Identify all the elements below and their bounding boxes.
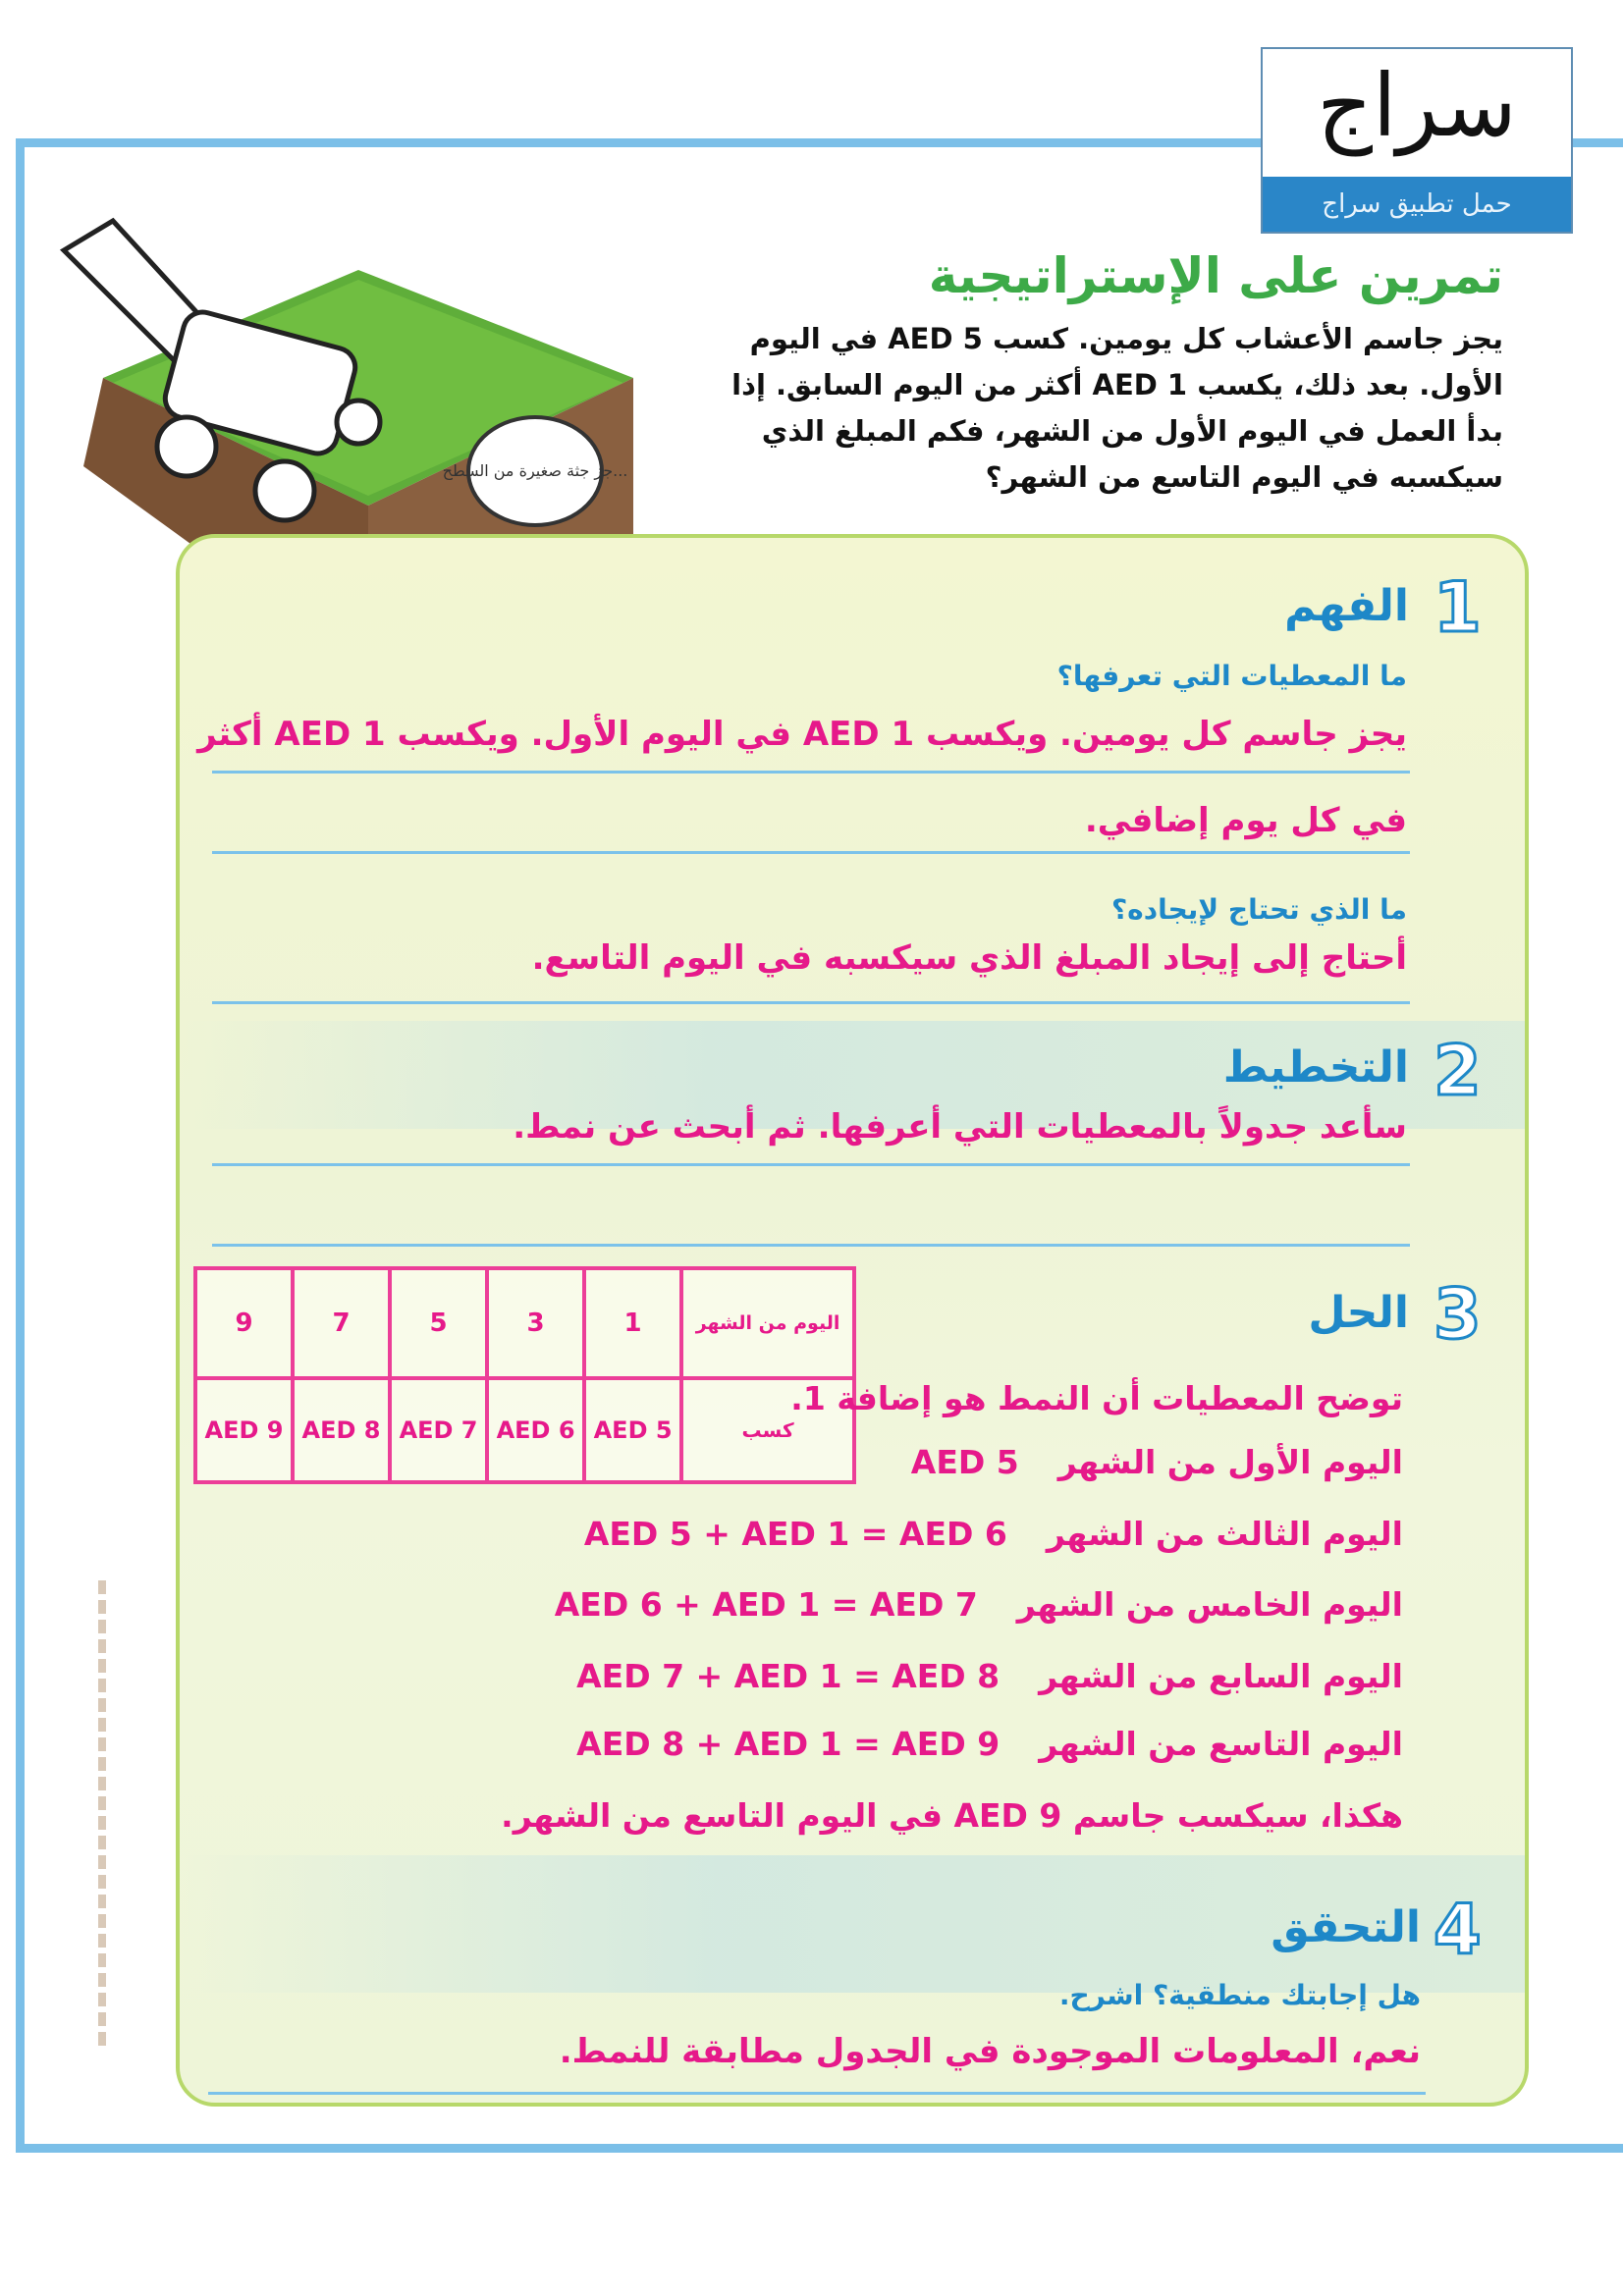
understand-answer-1-line1: يجز جاسم كل يومين. ويكسب AED 1 في اليوم … [197, 715, 1407, 754]
table-cell: AED 8 [291, 1376, 393, 1484]
check-question: هل إجابتك منطقية؟ اشرح. [1058, 1979, 1421, 2011]
table-cell: 3 [485, 1265, 587, 1381]
copyright-vertical-text [98, 1580, 106, 2047]
table-cell: AED 6 [485, 1376, 587, 1484]
step-number-4: 4 [1433, 1889, 1484, 1972]
table-cell: AED 7 [388, 1376, 490, 1484]
table-cell: 9 [192, 1265, 296, 1381]
understand-answer-2: أحتاج إلى إيجاد المبلغ الذي سيكسبه في ال… [531, 938, 1407, 978]
speech-bubble: جز جثة صغيرة من السطح... [443, 415, 628, 527]
plan-text: سأعد جدولاً بالمعطيات التي أعرفها. ثم أب… [513, 1107, 1407, 1147]
answer-rule [212, 1244, 1410, 1247]
solve-step: اليوم السابع من الشهرAED 7 + AED 1 = AED… [576, 1657, 1403, 1695]
page-title: تمرين على الإستراتيجية [928, 247, 1503, 304]
svg-text:جز جثة صغيرة من السطح...: جز جثة صغيرة من السطح... [443, 461, 628, 481]
table-cell: AED 9 [192, 1376, 296, 1484]
table-header-earned: كسب [679, 1376, 856, 1484]
solve-conclusion: هكذا، سيكسب جاسم AED 9 في اليوم التاسع م… [501, 1796, 1403, 1835]
step-number-1: 1 [1433, 566, 1484, 650]
solve-intro: توضح المعطيات أن النمط هو إضافة 1. [790, 1379, 1403, 1417]
table-row-earnings: AED 9 AED 8 AED 7 AED 6 AED 5 كسب [192, 1376, 856, 1484]
solve-step: اليوم الثالث من الشهرAED 5 + AED 1 = AED… [583, 1515, 1403, 1553]
check-band [180, 1855, 1525, 1993]
step-number-3: 3 [1433, 1273, 1484, 1357]
answer-rule [208, 2092, 1426, 2095]
solve-step: اليوم الخامس من الشهرAED 6 + AED 1 = AED… [554, 1585, 1403, 1624]
understand-question-1: ما المعطيات التي تعرفها؟ [1056, 660, 1407, 692]
frame-bottom-border [16, 2144, 1623, 2153]
plan-band [180, 1021, 1525, 1129]
answer-rule [212, 1001, 1410, 1004]
check-heading: التحقق [1271, 1902, 1421, 1952]
frame-left-border [16, 138, 25, 2153]
logo-word: سراج [1317, 55, 1517, 156]
pattern-table: 9 7 5 3 1 اليوم من الشهر AED 9 AED 8 AED… [192, 1265, 856, 1484]
understand-heading: الفهم [1284, 581, 1409, 631]
frame-top-border [18, 138, 1623, 147]
check-answer: نعم، المعلومات الموجودة في الجدول مطابقة… [559, 2032, 1421, 2071]
answer-rule [212, 851, 1410, 854]
table-cell: 1 [582, 1265, 684, 1381]
solve-step: اليوم الأول من الشهرAED 5 [910, 1443, 1403, 1481]
siraj-logo[interactable]: سراج حمل تطبيق سراج [1261, 47, 1573, 234]
table-cell: 7 [291, 1265, 393, 1381]
step-number-2: 2 [1433, 1030, 1484, 1113]
table-cell: AED 5 [582, 1376, 684, 1484]
table-header-day: اليوم من الشهر [679, 1265, 856, 1381]
logo-tagline: حمل تطبيق سراج [1263, 177, 1571, 232]
plan-heading: التخطيط [1222, 1042, 1409, 1093]
understand-question-2: ما الذي تحتاج لإيجاده؟ [1110, 893, 1407, 926]
solve-heading: الحل [1308, 1288, 1409, 1338]
understand-answer-1-line2: في كل يوم إضافي. [1084, 801, 1407, 840]
answer-rule [212, 771, 1410, 774]
solve-step: اليوم التاسع من الشهرAED 8 + AED 1 = AED… [576, 1725, 1403, 1763]
table-row-days: 9 7 5 3 1 اليوم من الشهر [192, 1265, 856, 1381]
table-cell: 5 [388, 1265, 490, 1381]
answer-rule [212, 1163, 1410, 1166]
problem-text: يجز جاسم الأعشاب كل يومين. كسب AED 5 في … [731, 322, 1503, 494]
